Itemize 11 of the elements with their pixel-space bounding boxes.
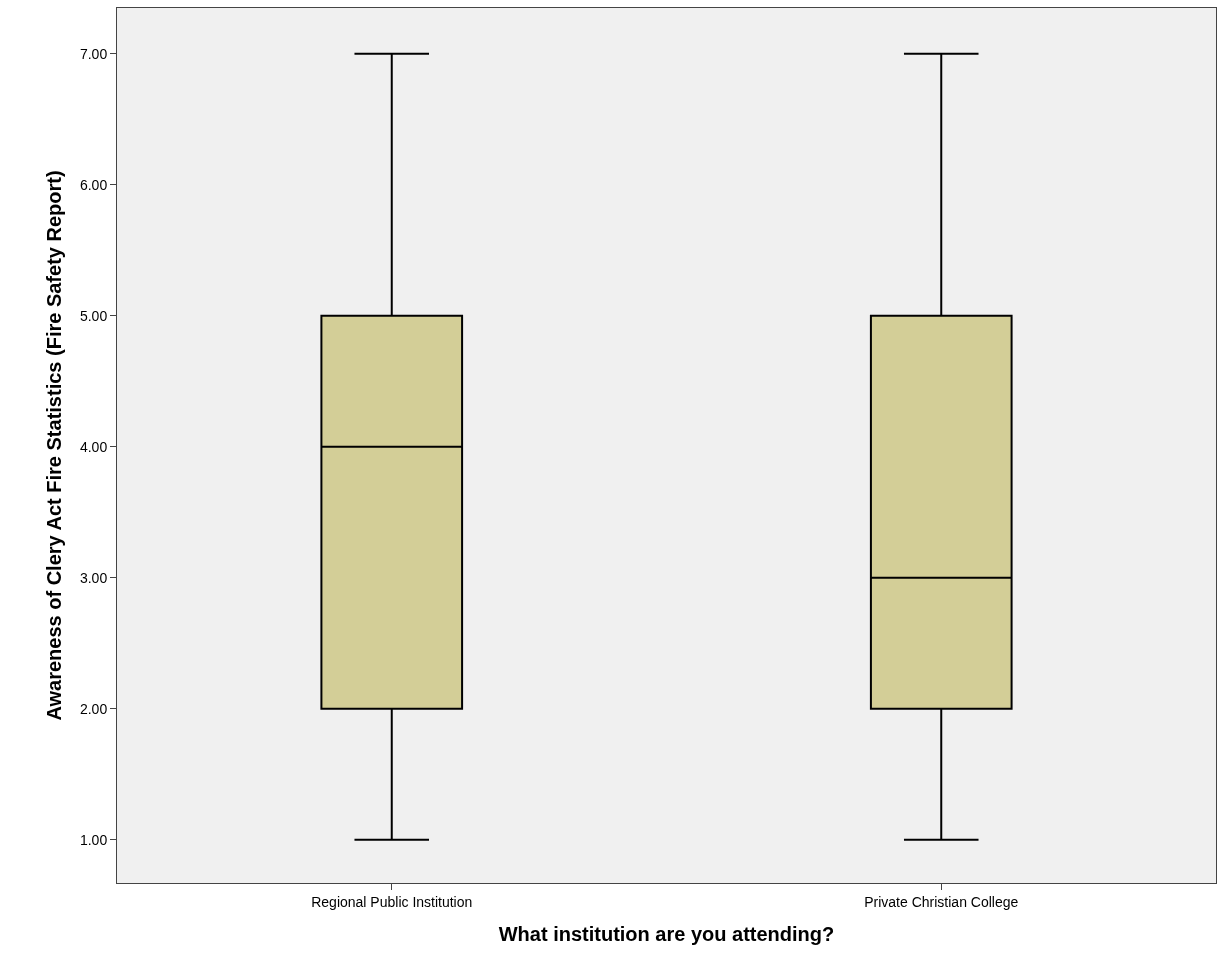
y-tick-label: 2.00: [79, 700, 108, 717]
y-axis-title: Awareness of Clery Act Fire Statistics (Fire Safety Report): [43, 170, 66, 721]
y-tick-label: 6.00: [79, 176, 108, 193]
x-tick-label: Private Christian College: [864, 893, 1019, 910]
y-tick-label: 4.00: [79, 438, 108, 455]
y-tick-label: 3.00: [79, 569, 108, 586]
y-tick-label: 5.00: [79, 307, 108, 324]
y-tick-label: 1.00: [79, 831, 108, 848]
x-axis-title: What institution are you attending?: [498, 923, 835, 946]
y-tick-label: 7.00: [79, 45, 108, 62]
x-tick-label: Regional Public Institution: [311, 893, 473, 910]
